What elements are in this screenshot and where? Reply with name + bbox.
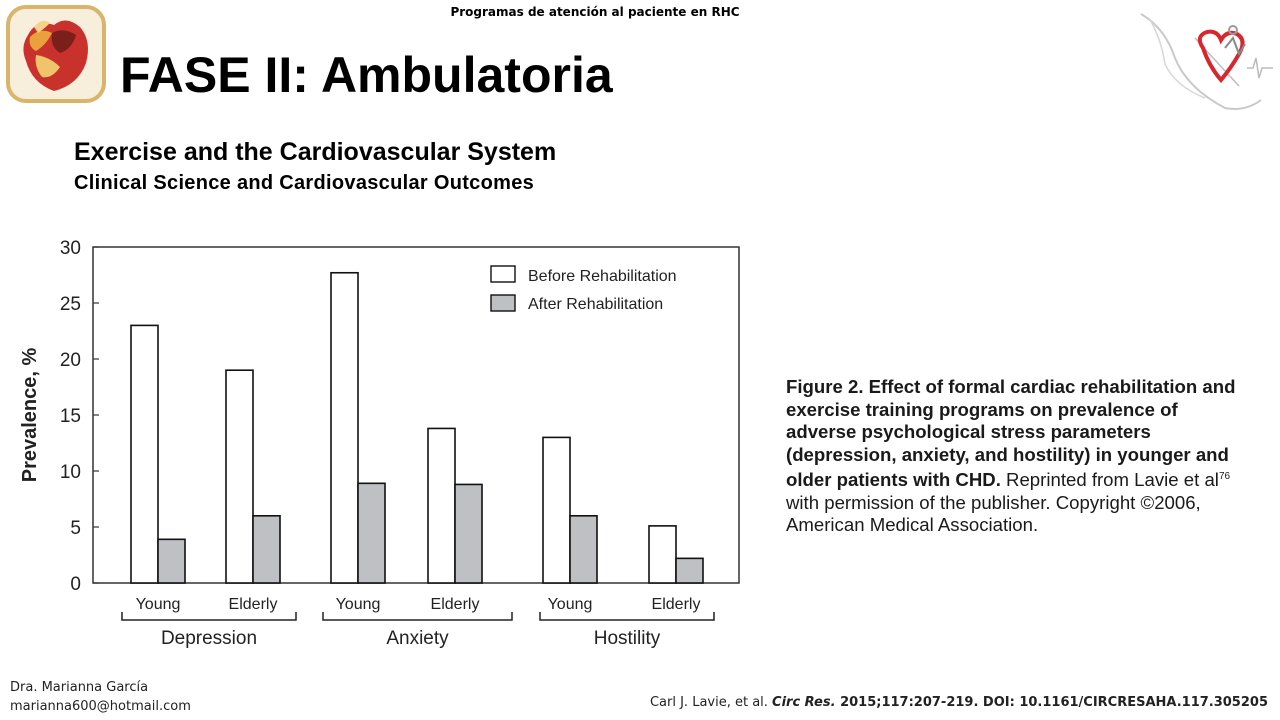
bar-after: [454, 483, 483, 584]
y-tick-label: 20: [60, 350, 81, 371]
mexico-heart-logo-icon: [1135, 8, 1275, 120]
bar-before: [648, 525, 677, 584]
y-tick-label: 0: [70, 574, 81, 595]
x-tick-label: Young: [336, 596, 381, 613]
bar-after: [157, 538, 186, 584]
y-tick-label: 15: [60, 406, 81, 427]
book-title: Exercise and the Cardiovascular System: [74, 138, 557, 166]
bar-before: [542, 436, 571, 584]
group-label: Anxiety: [386, 628, 449, 649]
x-tick-label: Young: [548, 596, 593, 613]
author-block: Dra. Marianna García marianna600@hotmail…: [10, 678, 191, 716]
figure-caption: Figure 2. Effect of formal cardiac rehab…: [786, 376, 1246, 537]
bar-before: [427, 427, 456, 584]
bar-chart: 0 5 10 15 20 25 30 Prevalence, % Young Elderly You…: [0, 220, 760, 660]
legend-label-after: After Rehabilitation: [528, 296, 663, 313]
y-axis-label: Prevalence, %: [19, 348, 41, 483]
heart-logo-icon: [6, 5, 106, 103]
author-email: marianna600@hotmail.com: [10, 699, 191, 714]
x-tick-label: Elderly: [431, 596, 480, 613]
citation: Carl J. Lavie, et al. Circ Res. 2015;117…: [650, 695, 1268, 710]
bar-after: [252, 514, 281, 584]
legend-swatch-after: [490, 294, 516, 312]
group-label: Depression: [161, 628, 257, 649]
bar-after: [569, 514, 598, 584]
group-bracket: [121, 612, 297, 621]
caption-bold: Figure 2. Effect of formal cardiac rehab…: [786, 376, 1236, 491]
bar-before: [225, 369, 254, 584]
y-tick-label: 25: [60, 294, 81, 315]
x-tick-label: Young: [136, 596, 181, 613]
caption-ref: 76: [1218, 471, 1231, 482]
x-tick-label: Elderly: [652, 596, 701, 613]
author-name: Dra. Marianna García: [10, 680, 149, 695]
caption-text-post: with permission of the publisher. Copyri…: [786, 491, 1201, 536]
y-tick-label: 5: [70, 518, 81, 539]
bar-after: [675, 557, 704, 584]
page-title: FASE II: Ambulatoria: [120, 47, 613, 103]
x-tick-label: Elderly: [229, 596, 278, 613]
caption-text-pre: Reprinted from Lavie et al: [1000, 469, 1219, 491]
bar-after: [357, 482, 386, 584]
group-bracket: [539, 612, 715, 621]
citation-journal: Circ Res.: [772, 695, 836, 710]
y-tick-label: 10: [60, 462, 81, 483]
citation-authors: Carl J. Lavie, et al.: [649, 695, 773, 710]
legend-label-before: Before Rehabilitation: [528, 268, 677, 285]
bar-before: [130, 324, 159, 584]
group-label: Hostility: [594, 628, 661, 649]
citation-details: 2015;117:207-219. DOI: 10.1161/CIRCRESAH…: [835, 695, 1268, 710]
bar-before: [330, 271, 359, 584]
header-note: Programas de atención al paciente en RHC: [450, 5, 740, 19]
group-bracket: [322, 612, 513, 621]
y-tick-label: 30: [60, 238, 81, 259]
book-subtitle: Clinical Science and Cardiovascular Outc…: [74, 172, 535, 194]
legend-swatch-before: [490, 265, 516, 283]
